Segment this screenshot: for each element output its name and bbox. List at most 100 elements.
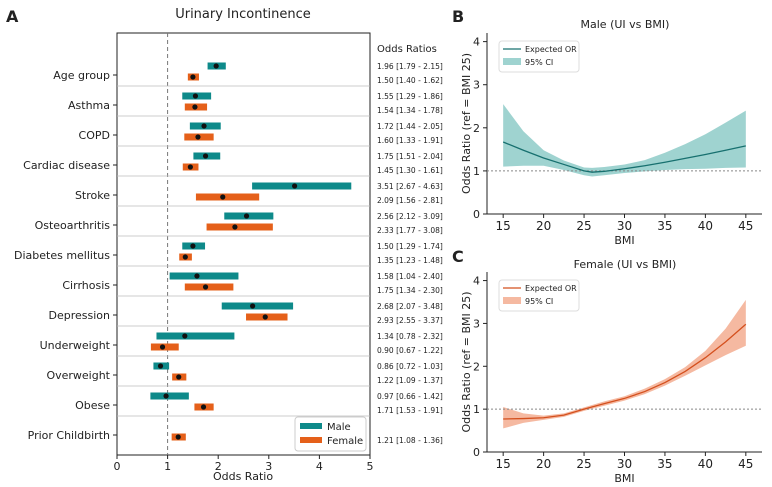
y-tick-label: 2 xyxy=(473,360,480,373)
male-or-text: 3.51 [2.67 - 4.63] xyxy=(377,182,443,191)
x-tick-label: 15 xyxy=(496,457,511,471)
x-tick-label: 40 xyxy=(698,219,713,233)
x-tick-label: 30 xyxy=(617,219,632,233)
x-axis-label: BMI xyxy=(614,234,634,247)
male-point xyxy=(182,333,188,339)
ci-band xyxy=(503,299,746,429)
male-or-text: 1.55 [1.29 - 1.86] xyxy=(377,92,443,101)
female-or-text: 1.54 [1.34 - 1.78] xyxy=(377,106,443,115)
y-tick-label: 2 xyxy=(473,122,480,135)
forest-plot: 0 1 2 3 4 5 Age group 1.96 [1.79 - 2.15] 1.50 [1… xyxy=(14,32,443,473)
female-point xyxy=(159,344,166,350)
row-label: Overweight xyxy=(46,369,110,382)
female-or-text: 1.22 [1.09 - 1.37] xyxy=(377,376,443,385)
male-ci-bar xyxy=(156,332,235,340)
forest-xlabel: Odds Ratio xyxy=(213,470,273,483)
female-ci-bar xyxy=(206,223,273,231)
row-label: Age group xyxy=(53,69,110,82)
male-or-text: 1.58 [1.04 - 2.40] xyxy=(377,272,443,281)
or-column-header: Odds Ratios xyxy=(377,44,437,55)
female-or-text: 1.45 [1.30 - 1.61] xyxy=(377,166,443,175)
x-tick-label: 15 xyxy=(496,219,511,233)
female-or-text: 0.90 [0.67 - 1.22] xyxy=(377,346,443,355)
female-point xyxy=(195,134,201,140)
female-or-text: 2.33 [1.77 - 3.08] xyxy=(377,226,443,235)
female-or-text: 1.50 [1.40 - 1.62] xyxy=(377,76,443,85)
row-label: Diabetes mellitus xyxy=(14,249,110,262)
female-or-text: 1.35 [1.23 - 1.48] xyxy=(377,256,443,265)
row-label: Depression xyxy=(49,309,111,322)
y-tick-label: 1 xyxy=(473,403,480,416)
female-ci-bar xyxy=(195,193,260,201)
x-tick-label: 2 xyxy=(215,460,222,473)
male-or-text: 2.68 [2.07 - 3.48] xyxy=(377,302,443,311)
male-or-text: 0.97 [0.66 - 1.42] xyxy=(377,392,443,401)
legend-swatch xyxy=(300,437,322,443)
expected-or-line xyxy=(502,141,746,173)
female-point xyxy=(262,314,268,320)
panel-label-c: C xyxy=(452,247,464,266)
legend-label: Male xyxy=(327,422,351,433)
plot-frame xyxy=(116,32,371,456)
y-tick-label: 4 xyxy=(473,36,480,49)
female-or-text: 1.60 [1.33 - 1.91] xyxy=(377,136,443,145)
y-tick-label: 0 xyxy=(473,208,480,221)
row-label: Cardiac disease xyxy=(23,159,110,172)
female-or-text: 2.93 [2.55 - 3.37] xyxy=(377,316,443,325)
legend-label: Expected OR xyxy=(525,45,577,54)
y-tick-label: 3 xyxy=(473,79,480,92)
female-point xyxy=(202,284,209,290)
male-ci-bar xyxy=(252,182,352,190)
female-point xyxy=(220,194,226,200)
male-point xyxy=(190,243,196,249)
male-ci-bar xyxy=(169,272,239,280)
female-title: Female (UI vs BMI) xyxy=(574,258,677,271)
forest-title: Urinary Incontinence xyxy=(175,7,311,22)
male-or-text: 1.72 [1.44 - 2.05] xyxy=(377,122,443,131)
x-tick-label: 20 xyxy=(536,457,551,471)
panel-label-b: B xyxy=(452,7,464,26)
x-tick-label: 35 xyxy=(657,219,672,233)
male-point xyxy=(157,363,164,369)
female-point xyxy=(200,404,207,410)
x-tick-label: 45 xyxy=(738,219,753,233)
x-tick-label: 1 xyxy=(164,460,171,473)
legend-swatch xyxy=(300,423,322,429)
x-tick-label: 35 xyxy=(657,457,672,471)
male-ci-bar xyxy=(221,302,294,310)
male-ci-bar xyxy=(150,392,189,400)
panel-label-a: A xyxy=(6,7,19,26)
x-axis-label: BMI xyxy=(614,472,634,485)
x-tick-label: 3 xyxy=(265,460,272,473)
y-axis-label: Odds Ratio (ref = BMI 25) xyxy=(460,291,473,432)
female-or-text: 1.75 [1.34 - 2.30] xyxy=(377,286,443,295)
male-point xyxy=(192,93,199,99)
legend-band-swatch xyxy=(503,297,521,304)
row-label: Cirrhosis xyxy=(62,279,110,292)
male-point xyxy=(163,393,169,399)
male-point xyxy=(202,153,209,159)
female-ci-bar xyxy=(184,283,234,291)
male-point xyxy=(292,183,298,189)
expected-or-line xyxy=(503,323,747,420)
male-point xyxy=(250,303,256,309)
x-tick-label: 30 xyxy=(617,457,632,471)
female-or-text: 2.09 [1.56 - 2.81] xyxy=(377,196,443,205)
female-point xyxy=(182,254,188,260)
female-point xyxy=(192,104,198,110)
male-point xyxy=(243,213,250,219)
female-point xyxy=(190,74,196,80)
x-tick-label: 40 xyxy=(698,457,713,471)
female-point xyxy=(187,164,193,170)
row-label: Obese xyxy=(75,399,110,412)
male-or-text: 1.50 [1.29 - 1.74] xyxy=(377,242,443,251)
male-title: Male (UI vs BMI) xyxy=(581,18,670,31)
ci-band xyxy=(503,104,746,177)
male-or-text: 1.75 [1.51 - 2.04] xyxy=(377,152,443,161)
row-label: COPD xyxy=(79,129,110,142)
x-tick-label: 0 xyxy=(114,460,121,473)
row-label: Osteoarthritis xyxy=(35,219,111,232)
y-tick-label: 4 xyxy=(473,275,480,288)
male-point xyxy=(194,273,200,279)
y-tick-label: 3 xyxy=(473,317,480,330)
